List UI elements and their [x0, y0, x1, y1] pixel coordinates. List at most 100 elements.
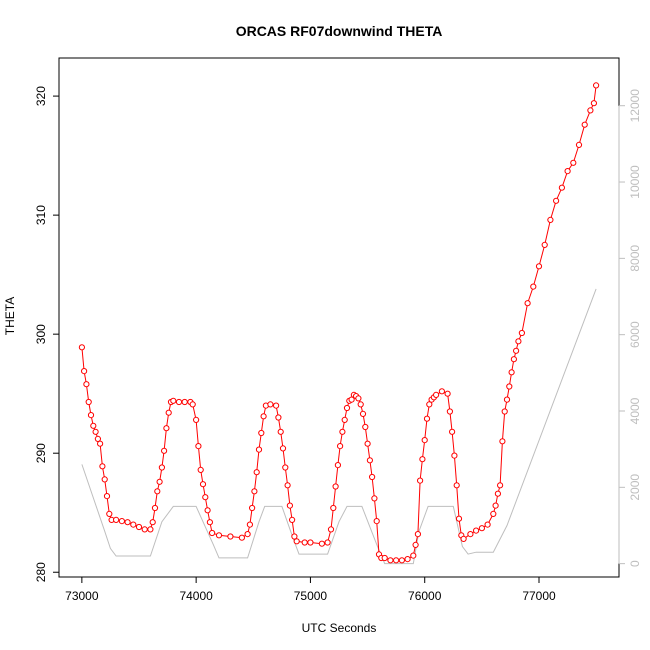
data-point [307, 539, 314, 546]
data-point [398, 557, 405, 564]
x-tick-label: 74000 [179, 589, 213, 603]
y2-tick-label: 12000 [628, 89, 642, 123]
y-axis-label: THETA [3, 297, 17, 335]
data-point [590, 100, 598, 107]
data-point [423, 415, 431, 422]
data-point [94, 435, 102, 442]
y-tick-label: 290 [34, 443, 48, 463]
data-point [410, 552, 417, 559]
data-point [330, 504, 337, 512]
y2-tick-label: 6000 [628, 321, 642, 348]
data-point [97, 440, 104, 447]
data-point [277, 428, 284, 435]
data-point [202, 494, 209, 501]
data-point [209, 529, 216, 537]
data-point [170, 397, 177, 404]
data-point [275, 414, 282, 421]
data-point [530, 283, 537, 290]
data-point [359, 410, 367, 417]
data-point [118, 518, 126, 525]
data-point [78, 344, 86, 351]
data-point [460, 535, 467, 543]
data-point [366, 457, 373, 464]
data-point [355, 395, 362, 402]
data-point [334, 462, 341, 469]
data-point [99, 463, 106, 470]
data-point [381, 554, 388, 562]
data-point [501, 408, 508, 415]
data-point [197, 466, 204, 473]
data-point [301, 539, 308, 546]
data-point [348, 396, 355, 403]
data-point [494, 490, 501, 497]
data-point [195, 443, 202, 450]
data-point [199, 481, 207, 488]
data-point [364, 440, 371, 447]
data-point [249, 504, 256, 512]
data-point [106, 510, 113, 518]
data-point [518, 329, 526, 337]
data-point [156, 478, 163, 485]
secondary-series-line [81, 288, 597, 565]
data-point [499, 438, 506, 445]
data-point [421, 437, 428, 444]
data-point [267, 401, 274, 408]
data-point [510, 356, 518, 363]
data-point [404, 556, 411, 563]
data-point [81, 368, 88, 375]
data-point [165, 409, 172, 416]
primary-series-layer [78, 82, 600, 564]
y-tick-label: 300 [34, 324, 48, 344]
data-point [175, 398, 183, 406]
x-tick-label: 75000 [294, 589, 328, 603]
data-point [444, 390, 451, 397]
data-point [433, 391, 440, 398]
data-point [318, 540, 325, 547]
data-point [455, 515, 463, 522]
data-point [449, 428, 456, 435]
y2-tick-label: 10000 [628, 165, 642, 199]
data-point [253, 469, 260, 476]
data-point [293, 538, 300, 545]
data-point [547, 216, 554, 223]
data-point [284, 482, 291, 489]
data-point [362, 423, 369, 431]
data-point [446, 408, 453, 415]
secondary-series-layer [81, 288, 597, 565]
y-axis: 280 290 300 310 320 [34, 86, 59, 582]
data-point [337, 443, 344, 450]
data-point [575, 141, 583, 148]
data-point [215, 532, 223, 539]
data-point [371, 495, 378, 502]
data-point [85, 398, 92, 406]
plot-frame [58, 57, 620, 578]
data-point [135, 523, 143, 531]
data-point [515, 338, 522, 345]
y-tick-label: 310 [34, 205, 48, 225]
data-point [508, 369, 515, 376]
data-point [189, 401, 196, 408]
data-point [414, 531, 421, 538]
data-point [492, 502, 499, 509]
data-point [478, 525, 485, 532]
data-point [181, 398, 188, 406]
data-point [343, 404, 351, 412]
data-point [161, 447, 168, 454]
y2-tick-label: 8000 [628, 245, 642, 272]
data-point [467, 531, 474, 538]
data-point [206, 519, 213, 526]
data-point [369, 473, 376, 481]
data-point [124, 519, 131, 526]
data-point [141, 526, 148, 533]
data-point [130, 521, 137, 528]
data-point [163, 425, 170, 432]
data-point [90, 422, 97, 429]
data-point [419, 456, 426, 463]
data-point [227, 533, 234, 540]
data-point [473, 527, 480, 534]
data-point [289, 516, 296, 524]
data-point [558, 184, 566, 191]
chart-title: ORCAS RF07downwind THETA [236, 23, 443, 39]
data-point [332, 483, 339, 490]
data-point [327, 526, 335, 533]
